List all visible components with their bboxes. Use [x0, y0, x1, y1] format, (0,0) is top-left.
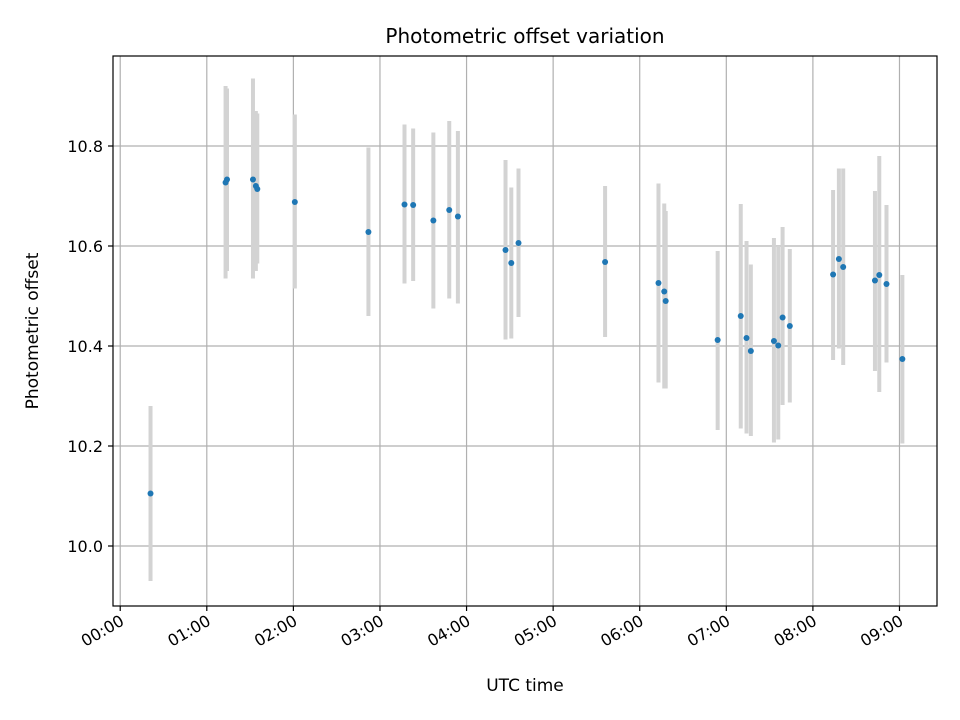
- data-point: [737, 313, 744, 319]
- x-axis-label: UTC time: [486, 676, 564, 696]
- x-tick-label: 04:00: [424, 611, 473, 651]
- chart-title: Photometric offset variation: [385, 24, 664, 48]
- data-point: [655, 280, 662, 286]
- y-tick-label: 10.0: [67, 537, 103, 556]
- x-tick-label: 09:00: [857, 611, 906, 651]
- x-tick-label: 02:00: [251, 611, 300, 651]
- data-point: [147, 490, 154, 497]
- x-tick-label: 05:00: [511, 611, 560, 651]
- data-point: [410, 202, 417, 208]
- y-tick-label: 10.2: [67, 437, 103, 456]
- data-point: [430, 217, 437, 224]
- data-point: [747, 348, 754, 354]
- y-tick-label: 10.4: [67, 337, 103, 356]
- y-axis: 10.0 10.2 10.4 10.6 10.8: [67, 137, 113, 556]
- x-tick-label: 08:00: [770, 611, 819, 651]
- y-axis-label: Photometric offset: [23, 252, 43, 409]
- x-tick-label: 00:00: [78, 611, 127, 651]
- data-points: [147, 176, 906, 497]
- data-point: [871, 277, 878, 284]
- data-point: [515, 240, 522, 246]
- data-point: [786, 323, 793, 329]
- data-point: [508, 260, 515, 266]
- data-point: [602, 259, 609, 265]
- error-bars: [148, 78, 905, 581]
- data-point: [835, 256, 842, 262]
- data-point: [401, 201, 408, 208]
- x-tick-label: 03:00: [338, 611, 387, 651]
- data-point: [662, 298, 669, 304]
- x-tick-label: 06:00: [597, 611, 646, 651]
- data-point: [883, 281, 890, 287]
- data-point: [899, 356, 906, 362]
- data-point: [661, 288, 668, 295]
- data-point: [224, 176, 231, 183]
- plot-frame: [112, 55, 938, 607]
- data-point: [743, 335, 750, 341]
- y-tick-label: 10.6: [67, 237, 103, 256]
- data-point: [830, 271, 837, 278]
- y-tick-label: 10.8: [67, 137, 103, 156]
- data-point: [714, 337, 721, 343]
- data-point: [502, 247, 509, 253]
- data-point: [876, 272, 883, 278]
- data-point: [446, 207, 453, 213]
- x-axis: 00:00 01:00 02:00 03:00 04:00 05:00 06:00 07:00…: [78, 606, 906, 651]
- data-point: [454, 213, 461, 220]
- data-point: [291, 199, 298, 205]
- data-point: [770, 338, 777, 344]
- x-tick-label: 01:00: [164, 611, 213, 651]
- data-point: [775, 342, 782, 349]
- data-point: [365, 229, 372, 235]
- x-tick-label: 07:00: [684, 611, 733, 651]
- data-point: [779, 314, 786, 321]
- data-point: [254, 186, 261, 192]
- data-point: [840, 264, 847, 270]
- grid: [113, 56, 937, 606]
- data-point: [249, 176, 256, 183]
